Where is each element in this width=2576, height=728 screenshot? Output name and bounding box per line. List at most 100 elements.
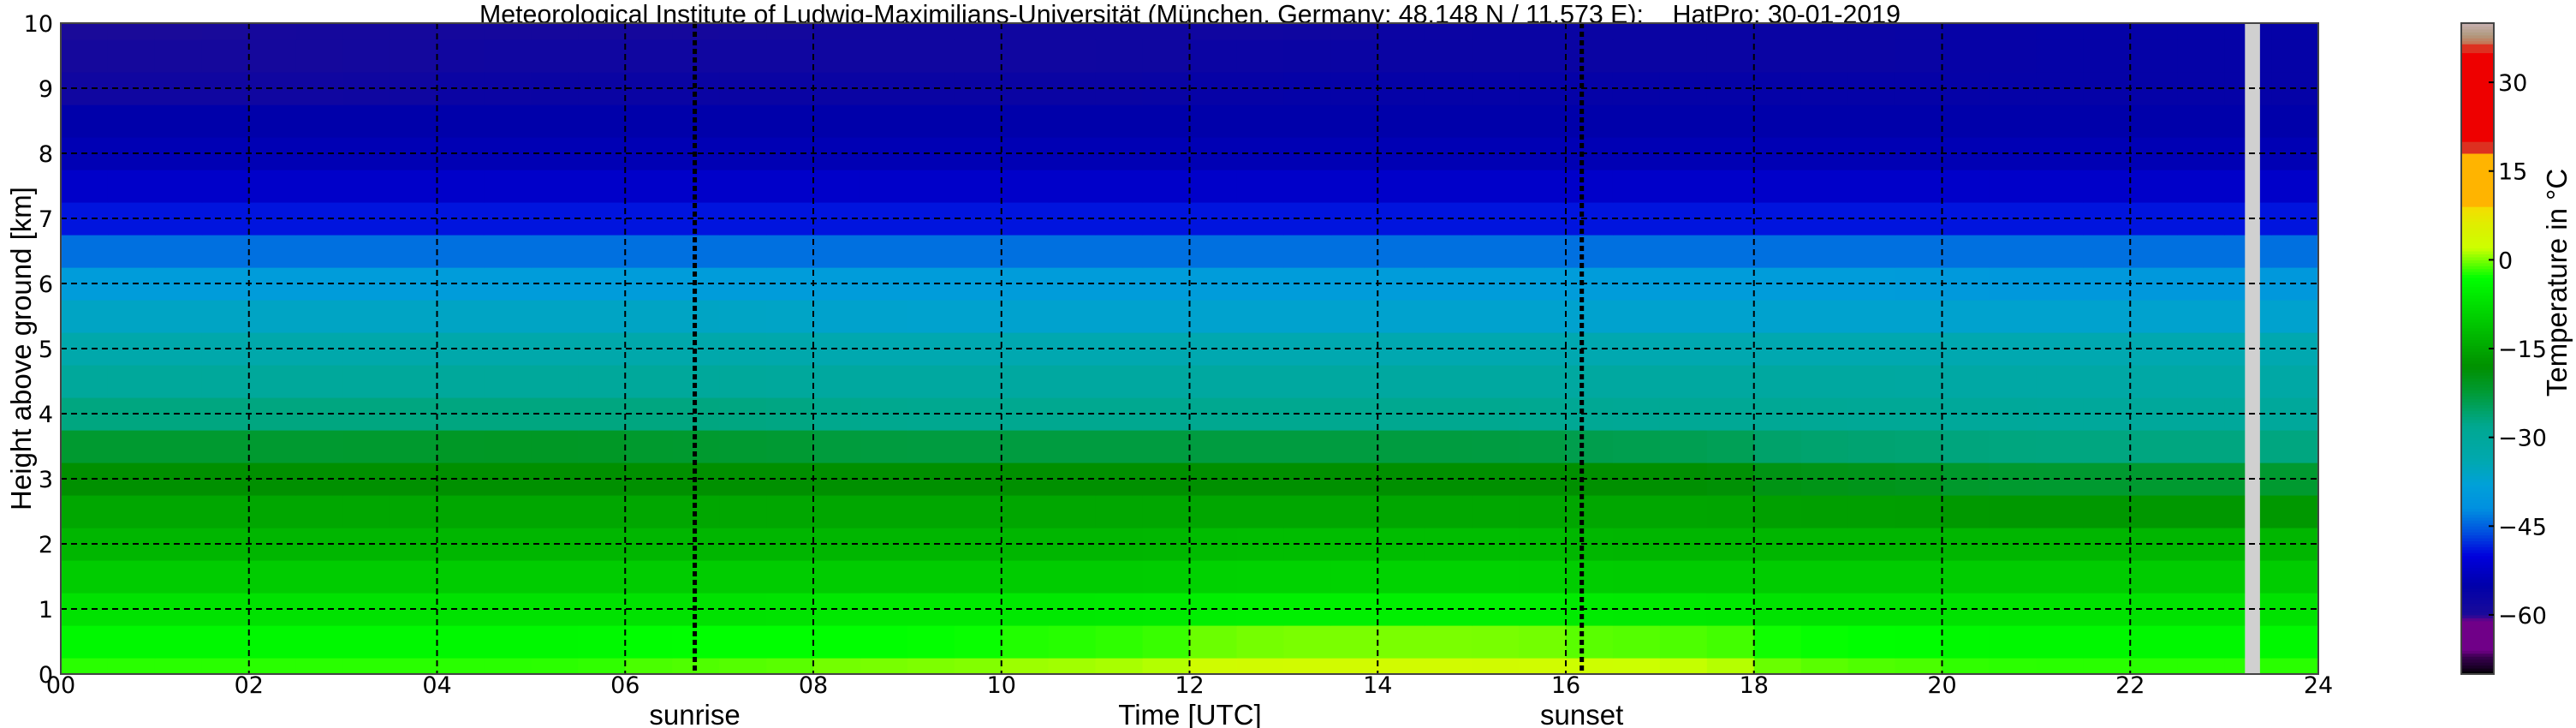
heatmap-cell <box>1706 430 1755 463</box>
heatmap-cell <box>107 39 156 73</box>
heatmap-cell <box>1895 235 1943 268</box>
heatmap-cell <box>1753 560 1802 594</box>
heatmap-cell <box>1142 658 1191 675</box>
heatmap-cell <box>390 560 438 594</box>
heatmap-cell <box>2177 104 2225 138</box>
heatmap-cell <box>248 39 297 73</box>
colorbar-segment <box>2461 514 2494 518</box>
heatmap-cell <box>437 625 485 659</box>
heatmap-cell <box>1847 235 1896 268</box>
heatmap-cell <box>907 658 955 675</box>
heatmap-cell <box>1189 104 1238 138</box>
colorbar-segment <box>2461 61 2494 65</box>
heatmap-cell <box>1800 235 1849 268</box>
heatmap-cell <box>201 104 250 138</box>
heatmap-cell <box>1847 39 1896 73</box>
colorbar-segment <box>2461 194 2494 199</box>
heatmap-cell <box>1989 104 2037 138</box>
colorbar-segment <box>2461 479 2494 482</box>
heatmap-cell <box>390 39 438 73</box>
heatmap-cell <box>1753 430 1802 463</box>
heatmap-cell <box>390 235 438 268</box>
heatmap-cell <box>1566 365 1614 398</box>
heatmap-cell <box>954 23 1002 40</box>
colorbar-segment <box>2461 606 2494 610</box>
y-tick-label: 2 <box>39 532 53 558</box>
heatmap-cell <box>672 23 720 40</box>
heatmap-cell <box>1189 560 1238 594</box>
heatmap-cell <box>107 170 156 203</box>
heatmap-cell <box>625 625 673 659</box>
heatmap-cell <box>1942 658 1990 675</box>
x-tick-label: 14 <box>1363 672 1392 699</box>
heatmap-cell <box>1989 39 2037 73</box>
heatmap-cell <box>1189 235 1238 268</box>
heatmap-cell <box>578 235 626 268</box>
heatmap-cell <box>2036 365 2084 398</box>
colorbar-segment <box>2461 499 2494 504</box>
heatmap-cell <box>295 658 344 675</box>
heatmap-cell <box>2271 625 2319 659</box>
colorbar-segment <box>2461 277 2494 282</box>
heatmap-cell <box>860 170 908 203</box>
heatmap-cell <box>625 365 673 398</box>
sunset-label: sunset <box>1540 699 1623 728</box>
heatmap-cell <box>1706 39 1755 73</box>
heatmap-cell <box>907 23 955 40</box>
colorbar-segment <box>2461 52 2494 57</box>
colorbar-segment <box>2461 653 2494 657</box>
colorbar-segment <box>2461 289 2494 293</box>
heatmap-cell <box>1377 23 1425 40</box>
colorbar-tick-labels: 30 15 0 −15 −30 −45 −60 <box>2489 70 2547 630</box>
heatmap-cell <box>1236 170 1284 203</box>
heatmap-cell <box>907 300 955 333</box>
heatmap-cell <box>2083 365 2131 398</box>
colorbar-segment <box>2461 446 2494 450</box>
y-tick-label: 5 <box>39 337 53 363</box>
colorbar-segment <box>2461 600 2494 604</box>
heatmap-cell <box>1659 23 1708 40</box>
heatmap-cell <box>1566 104 1614 138</box>
colorbar-segment <box>2461 552 2494 557</box>
colorbar-segment <box>2461 473 2494 477</box>
heatmap-cell <box>342 430 391 463</box>
heatmap-cell <box>2271 23 2319 40</box>
colorbar-segment <box>2461 632 2494 636</box>
colorbar-segment <box>2461 443 2494 447</box>
heatmap-cell <box>154 23 203 40</box>
heatmap-cell <box>531 300 579 333</box>
colorbar-segment <box>2461 618 2494 622</box>
colorbar-segment <box>2461 38 2494 42</box>
heatmap-cell <box>1612 235 1661 268</box>
y-tick-label: 1 <box>39 597 53 624</box>
heatmap-cell <box>201 170 250 203</box>
heatmap-cell <box>1048 430 1097 463</box>
heatmap-cell <box>1612 300 1661 333</box>
colorbar-label: Temperature in °C <box>2541 169 2573 397</box>
heatmap-cell <box>1095 560 1144 594</box>
heatmap-cell <box>625 39 673 73</box>
heatmap-cell <box>1612 625 1661 659</box>
colorbar-segment <box>2461 174 2494 178</box>
heatmap-cell <box>1283 560 1331 594</box>
heatmap-cell <box>201 560 250 594</box>
colorbar-segment <box>2461 70 2494 75</box>
heatmap-cell <box>484 104 532 138</box>
heatmap-cell <box>2177 560 2225 594</box>
heatmap-cell <box>625 170 673 203</box>
heatmap-cell <box>1659 495 1708 528</box>
colorbar-segment <box>2461 369 2494 373</box>
colorbar-segment <box>2461 331 2494 335</box>
colorbar-segment <box>2461 316 2494 319</box>
heatmap-cell <box>1095 104 1144 138</box>
heatmap-cell <box>954 300 1002 333</box>
heatmap-cell <box>2130 658 2178 675</box>
heatmap-cell <box>625 23 673 40</box>
heatmap-cell <box>1330 170 1378 203</box>
heatmap-cell <box>295 39 344 73</box>
heatmap-cell <box>1847 625 1896 659</box>
heatmap-cell <box>107 23 156 40</box>
colorbar-segment <box>2461 508 2494 512</box>
heatmap-cell <box>1330 300 1378 333</box>
heatmap-cell <box>1753 170 1802 203</box>
